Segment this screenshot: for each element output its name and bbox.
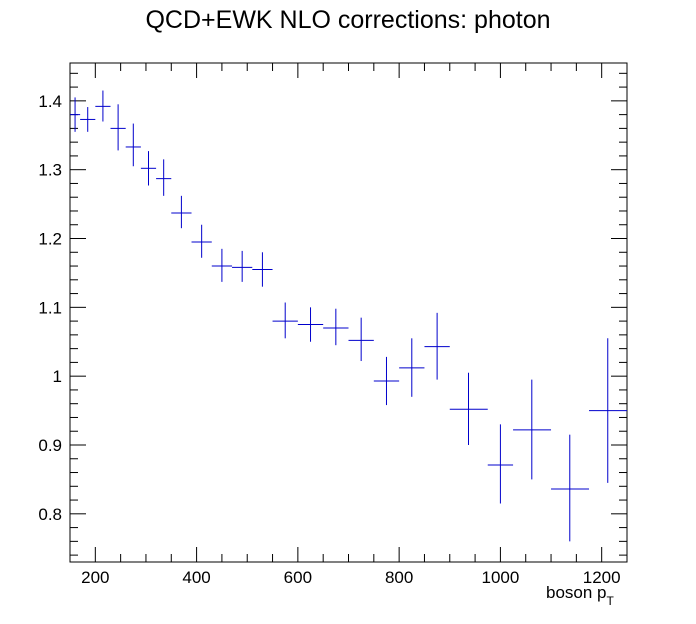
- data-point: [272, 302, 298, 339]
- x-tick-label: 1000: [481, 568, 519, 587]
- y-tick-label: 1.1: [38, 298, 62, 317]
- data-point: [323, 308, 349, 346]
- plot-frame: [69, 62, 628, 563]
- plot-border: [69, 62, 628, 563]
- data-point: [191, 224, 212, 258]
- x-tick-label: 800: [385, 568, 413, 587]
- x-axis-tick-labels: 200 400 600 800 1000 1200: [81, 568, 620, 587]
- data-point: [348, 317, 374, 362]
- y-tick-label: 1.3: [38, 161, 62, 180]
- x-tick-label: 200: [81, 568, 109, 587]
- data-point: [140, 151, 157, 186]
- data-point: [70, 97, 81, 132]
- data-point: [252, 252, 273, 287]
- x-axis-title-subscript: T: [607, 594, 615, 608]
- data-point: [156, 159, 172, 196]
- data-point: [232, 250, 253, 282]
- data-point: [373, 356, 400, 406]
- data-point: [171, 195, 192, 229]
- data-point: [125, 123, 141, 167]
- y-tick-label: 0.9: [38, 436, 62, 455]
- x-tick-label: 400: [182, 568, 210, 587]
- data-point: [95, 90, 111, 122]
- x-tick-label: 1200: [583, 568, 621, 587]
- data-point: [80, 107, 96, 132]
- data-point: [487, 424, 514, 504]
- x-tick-label: 600: [284, 568, 312, 587]
- y-tick-label: 1: [53, 367, 62, 386]
- x-axis-title-main: boson p: [546, 583, 607, 602]
- y-axis-tick-labels: 0.8 0.9 1 1.1 1.2 1.3 1.4: [38, 92, 62, 524]
- y-tick-label: 1.4: [38, 92, 62, 111]
- data-point: [110, 104, 126, 151]
- data-point: [589, 338, 627, 483]
- data-points: [70, 90, 627, 542]
- data-point: [399, 338, 425, 397]
- axis-ticks: [69, 63, 628, 562]
- y-tick-label: 1.2: [38, 230, 62, 249]
- y-tick-label: 0.8: [38, 505, 62, 524]
- data-point: [551, 434, 590, 542]
- x-axis-title: boson pT: [546, 583, 615, 608]
- data-point: [513, 379, 552, 480]
- data-point: [297, 307, 324, 342]
- data-point: [449, 372, 488, 445]
- data-point: [424, 312, 450, 380]
- data-point: [211, 248, 233, 282]
- chart-title: QCD+EWK NLO corrections: photon: [145, 6, 550, 34]
